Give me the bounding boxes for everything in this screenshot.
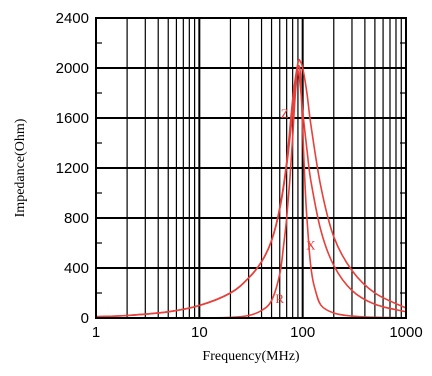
x-tick-label: 100 — [290, 324, 315, 341]
series-label-r: R — [275, 291, 284, 306]
curves — [95, 58, 407, 319]
y-tick-label: 2400 — [56, 10, 89, 27]
series-line-x — [95, 69, 407, 318]
y-tick-label: 2000 — [56, 60, 89, 77]
series-label-z: Z — [281, 106, 289, 121]
y-tick-label: 1200 — [56, 160, 89, 177]
y-tick-label: 0 — [81, 310, 89, 327]
y-tick-label: 800 — [64, 210, 89, 227]
x-tick-label: 10 — [191, 324, 208, 341]
x-tick-label: 1 — [92, 324, 100, 341]
plot-frame — [95, 17, 407, 319]
series-line-r — [95, 65, 407, 319]
series-line-z — [95, 58, 407, 318]
x-tick-labels: 1 10 100 1000 — [92, 324, 423, 341]
curve-labels: Z X R — [275, 106, 316, 306]
x-axis-label: Frequency(MHz) — [202, 349, 300, 364]
y-tick-label: 400 — [64, 260, 89, 277]
y-tick-labels: 0 400 800 1200 1600 2000 2400 — [56, 10, 89, 327]
grid — [96, 17, 406, 319]
y-tick-label: 1600 — [56, 110, 89, 127]
x-tick-label: 1000 — [389, 324, 422, 341]
series-label-x: X — [306, 237, 316, 252]
y-axis-label: Impedance(Ohm) — [13, 118, 28, 217]
